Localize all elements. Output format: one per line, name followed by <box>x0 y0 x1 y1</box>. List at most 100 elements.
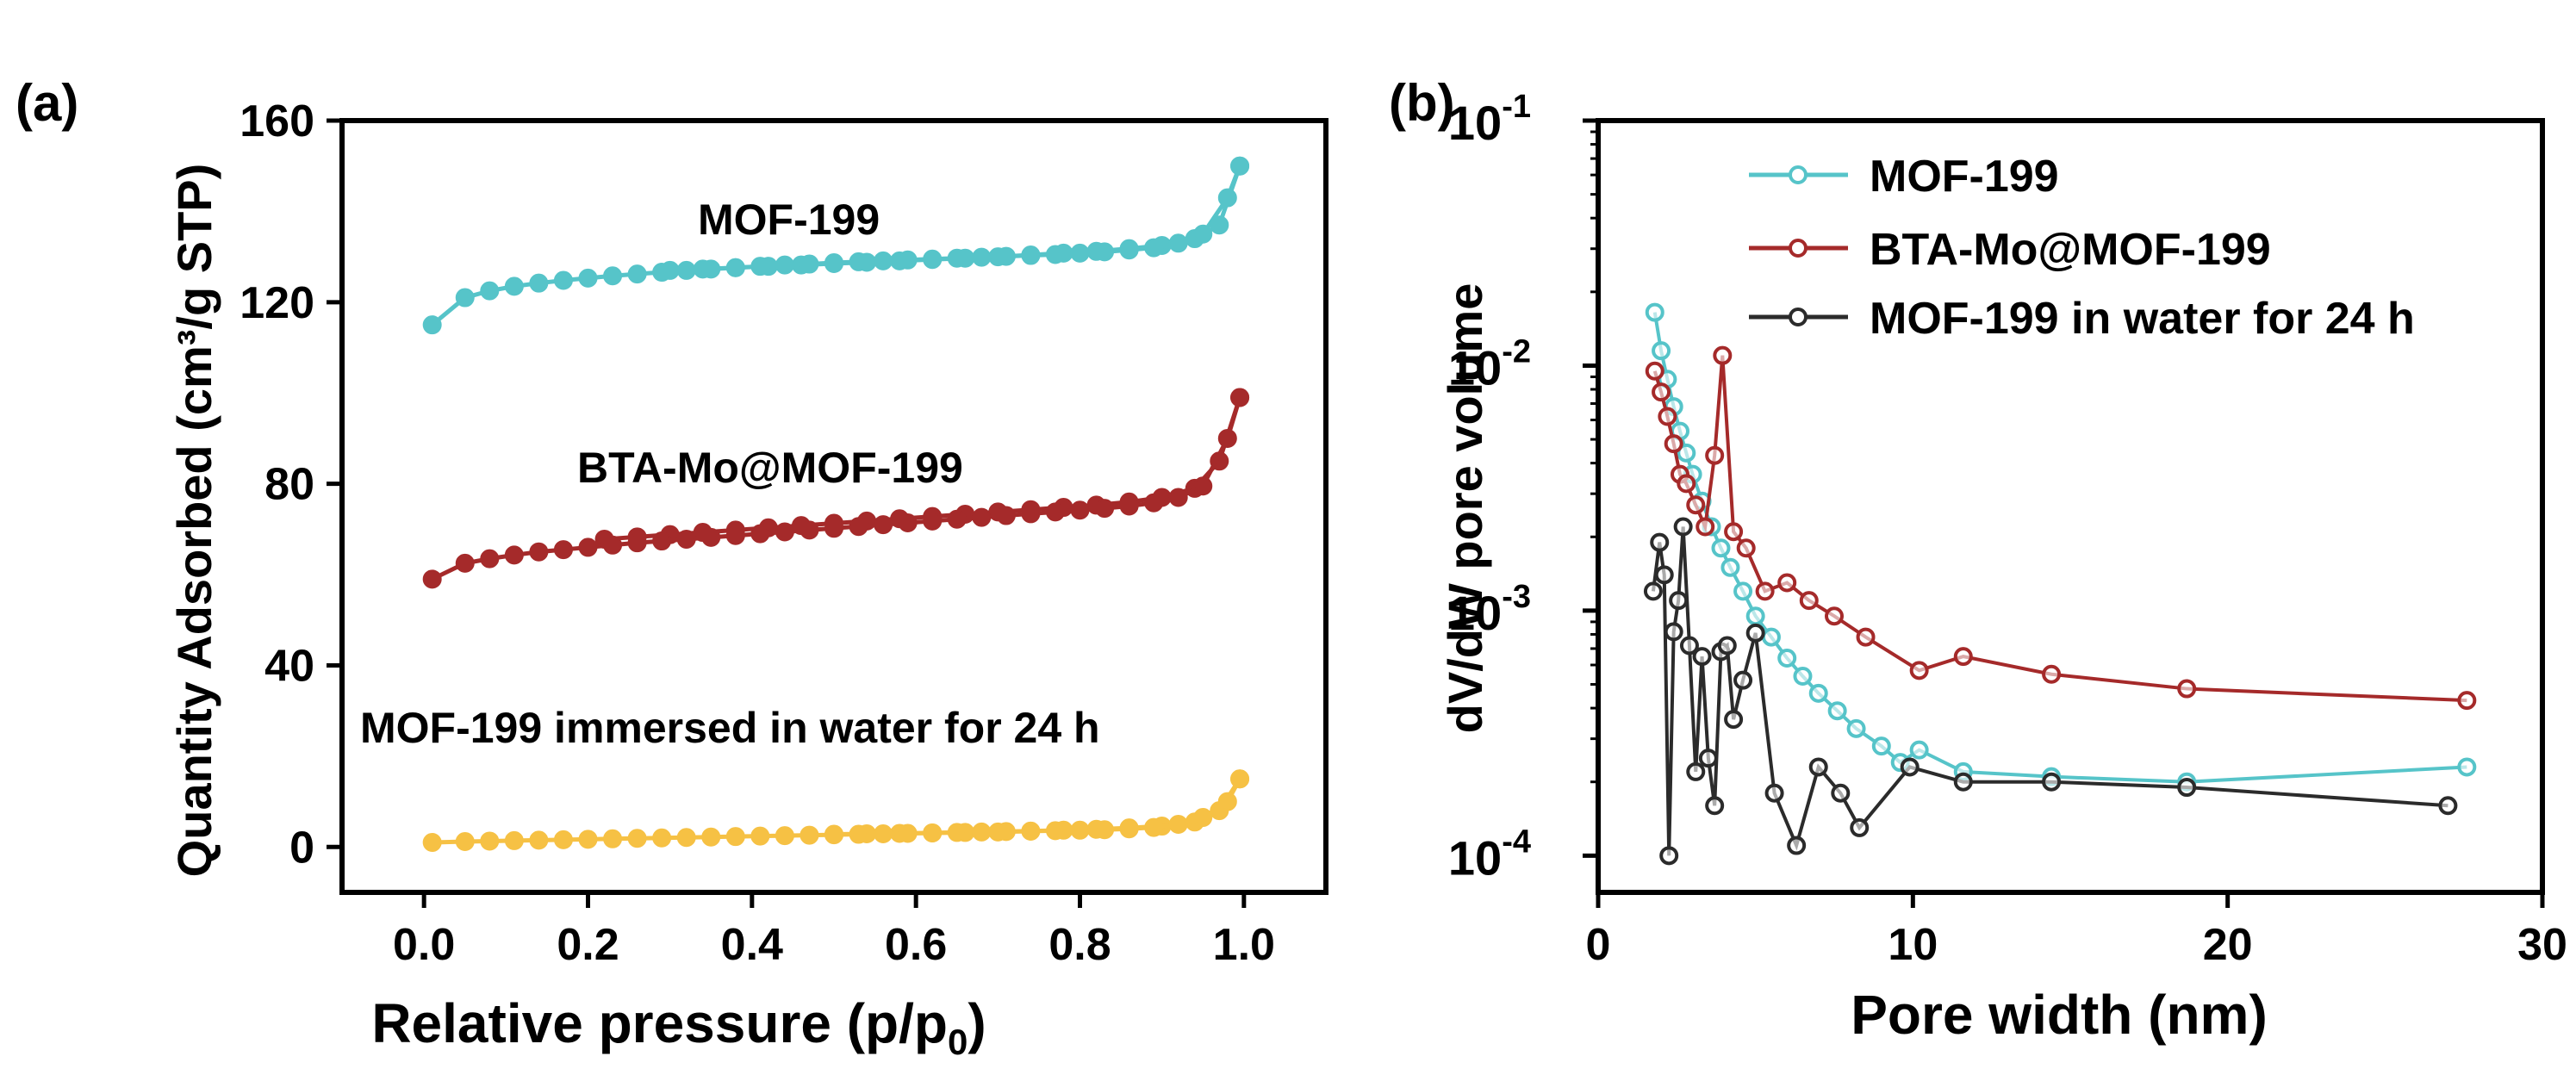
data-point <box>2438 796 2458 816</box>
data-point <box>725 258 745 277</box>
panel-b-ylabel: dV/dW pore volume <box>1438 283 1492 734</box>
data-point <box>1070 500 1090 520</box>
data-point <box>1645 302 1664 322</box>
data-point <box>996 246 1016 266</box>
panel-b-xtick-label: 0 <box>1586 920 1611 970</box>
data-point <box>972 822 992 842</box>
data-point <box>422 315 442 335</box>
annotation-water: MOF-199 immersed in water for 24 h <box>360 704 1100 752</box>
data-point <box>923 823 943 842</box>
panel-b: (b) dV/dW pore volume Pore width (nm) 0 1… <box>1389 74 2567 1046</box>
data-point <box>1713 345 1733 365</box>
series-mof-199 <box>1645 302 2477 792</box>
series-mof-199-in-water-for-24-h <box>1643 517 2458 866</box>
data-point <box>947 823 967 842</box>
data-point <box>1193 476 1213 496</box>
panel-a-xlabel-sub: 0 <box>948 1022 968 1062</box>
data-point <box>1745 623 1765 643</box>
data-point <box>1846 718 1866 738</box>
data-point <box>1144 817 1164 837</box>
data-point <box>1070 820 1090 840</box>
data-point <box>553 270 573 290</box>
data-point <box>1230 156 1250 176</box>
series-line <box>1652 312 2467 784</box>
panel-b-xlabel: Pore width (nm) <box>1851 984 2268 1046</box>
data-point <box>1095 242 1115 262</box>
data-point <box>800 520 819 540</box>
panel-b-ytick-label: 10-1 <box>1448 89 1531 150</box>
data-point <box>1119 819 1139 839</box>
data-point <box>2457 757 2477 777</box>
data-point <box>1652 382 1671 402</box>
legend-marker-mof199 <box>1789 165 1808 184</box>
data-point <box>1909 740 1929 760</box>
panel-a-xtick-label: 1.0 <box>1213 920 1275 970</box>
data-point <box>578 538 598 557</box>
data-point <box>553 540 573 560</box>
data-point <box>775 826 794 846</box>
panel-a: (a) Quantity Adsorbed (cm³/g STP) Relati… <box>16 74 1328 1062</box>
data-point <box>603 829 623 848</box>
data-point <box>1724 710 1744 730</box>
data-point <box>750 826 770 846</box>
data-point <box>652 828 672 848</box>
data-point <box>1658 407 1677 426</box>
data-point <box>874 251 893 270</box>
panel-b-ytick-label: 10-4 <box>1448 823 1531 885</box>
data-point <box>1659 846 1679 866</box>
series-mof-199-immersed-in-water-for-24-h <box>422 769 1250 853</box>
data-point <box>874 515 893 535</box>
data-point <box>603 535 623 555</box>
panel-b-series <box>1643 302 2477 866</box>
data-point <box>898 250 918 270</box>
panel-a-ytick-label: 120 <box>240 278 314 328</box>
data-point <box>1856 627 1876 647</box>
data-point <box>504 830 524 850</box>
data-point <box>1217 792 1237 811</box>
data-point <box>480 831 500 851</box>
series-bta-mo-mof-199 <box>1645 345 2477 711</box>
data-point <box>996 506 1016 525</box>
data-point <box>1193 224 1213 244</box>
data-point <box>1900 757 1920 777</box>
data-point <box>849 824 868 844</box>
data-point <box>422 569 442 589</box>
data-point <box>996 822 1016 842</box>
data-point <box>1193 808 1213 828</box>
legend: MOF-199 BTA-Mo@MOF-199 MOF-199 in water … <box>1749 152 2415 344</box>
panel-a-xlabel-close: ) <box>968 992 986 1054</box>
data-point <box>1696 517 1715 537</box>
data-point <box>1705 445 1725 465</box>
legend-label-water: MOF-199 in water for 24 h <box>1870 294 2415 344</box>
data-point <box>529 273 549 293</box>
data-point <box>2042 664 2062 684</box>
data-point <box>701 259 721 279</box>
data-point <box>1717 636 1737 656</box>
panel-b-ticks: 0 10 20 30 10-4 10-3 10-2 10-1 <box>1448 89 2567 970</box>
data-point <box>775 255 794 275</box>
data-point <box>1850 817 1870 837</box>
series-bta-mo-mof-199 <box>422 388 1250 589</box>
data-point <box>1679 636 1699 656</box>
annotation-mof199: MOF-199 <box>698 196 880 244</box>
data-point <box>824 519 843 538</box>
panel-b-ytick-label: 10-2 <box>1448 333 1531 395</box>
panel-a-xtick-label: 0.6 <box>885 920 947 970</box>
panel-a-ticks: 0.0 0.2 0.4 0.6 0.8 1.0 0 40 80 120 160 <box>240 96 1275 970</box>
annotation-bta: BTA-Mo@MOF-199 <box>577 444 963 492</box>
data-point <box>676 828 696 848</box>
data-point <box>1144 238 1164 258</box>
data-point <box>1733 670 1753 690</box>
panel-a-ytick-label: 160 <box>240 96 314 146</box>
panel-a-xtick-label: 0.8 <box>1048 920 1111 970</box>
data-point <box>1677 474 1696 494</box>
data-point <box>1119 240 1139 260</box>
panel-a-ytick-label: 40 <box>264 641 314 691</box>
panel-a-series <box>422 156 1250 853</box>
data-point <box>1745 606 1765 626</box>
data-point <box>1808 683 1828 703</box>
data-point <box>1793 667 1813 687</box>
panel-a-xtick-label: 0.2 <box>557 920 619 970</box>
panel-b-label: (b) <box>1389 74 1455 132</box>
data-point <box>800 825 819 845</box>
